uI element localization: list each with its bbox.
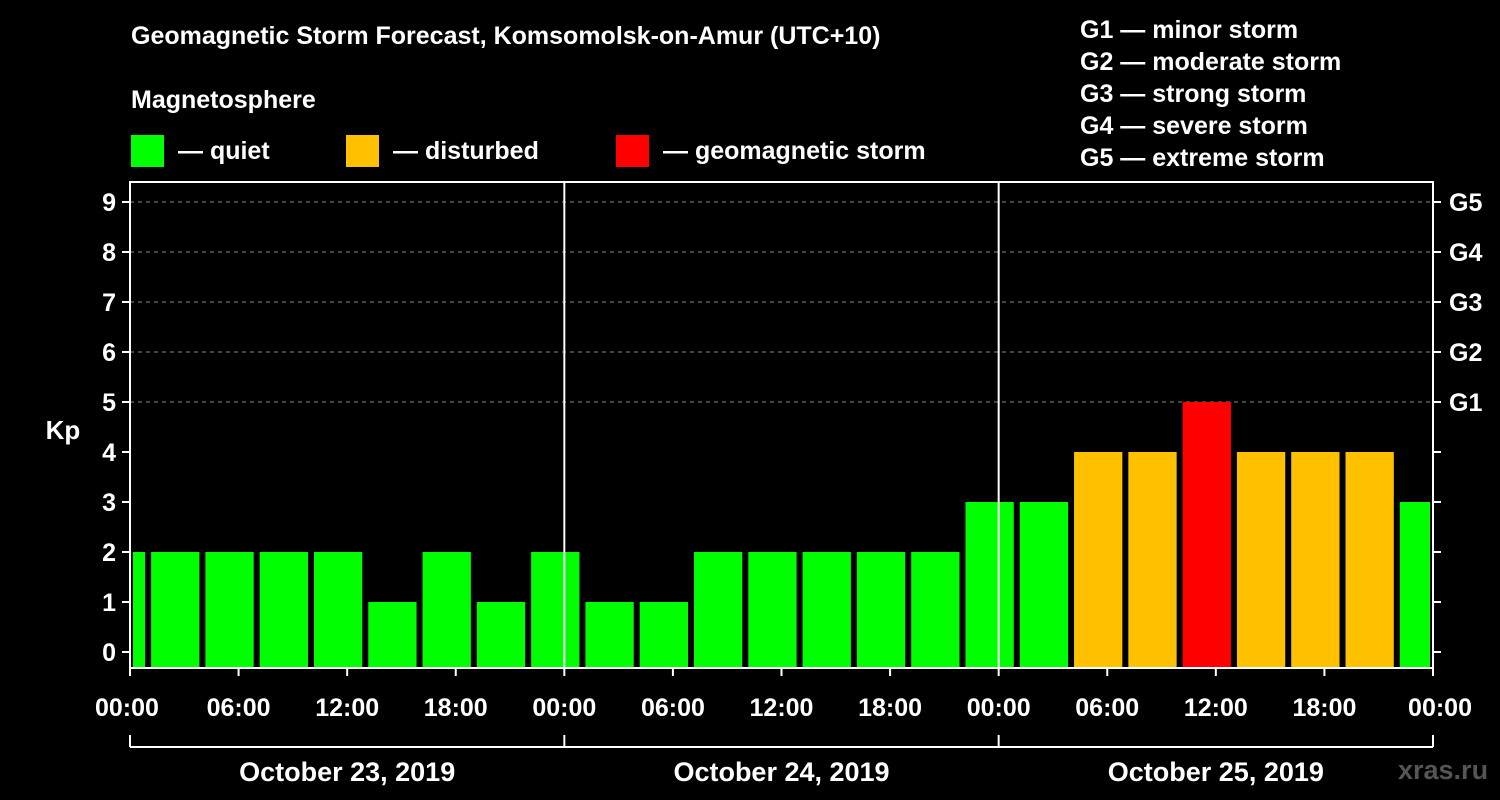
kp-bar (151, 552, 200, 668)
y-tick-label: 2 (102, 539, 116, 567)
y-tick-label: 3 (102, 489, 116, 517)
y-tick-label: 1 (102, 589, 116, 617)
x-tick-label: 18:00 (1292, 694, 1356, 722)
x-tick-label: 06:00 (1075, 694, 1139, 722)
kp-bar (1345, 452, 1394, 668)
y-tick-label: 4 (102, 439, 116, 467)
y-tick-label: 9 (102, 189, 116, 217)
g-scale-label: G4 (1449, 239, 1482, 267)
kp-bar (1236, 452, 1286, 668)
kp-bar (639, 602, 689, 668)
legend-item-quiet: — quiet (131, 135, 270, 167)
y-tick-label: 7 (102, 289, 116, 317)
g-legend-g3: G3 — strong storm (1080, 80, 1307, 108)
g-scale-label: G5 (1449, 189, 1482, 217)
x-tick-label: 12:00 (750, 694, 814, 722)
kp-bar (911, 552, 960, 668)
x-tick-label: 00:00 (532, 694, 596, 722)
x-tick-label: 18:00 (858, 694, 922, 722)
day-label: October 23, 2019 (239, 757, 455, 787)
kp-bar (802, 552, 851, 668)
x-tick-label: 00:00 (1408, 694, 1472, 722)
kp-bar (259, 552, 308, 668)
watermark: xras.ru (1398, 755, 1489, 785)
g-legend-g5: G5 — extreme storm (1080, 144, 1325, 172)
y-axis-label: Kp (46, 415, 81, 445)
kp-bar (856, 552, 906, 668)
legend-item-disturbed: — disturbed (346, 135, 539, 167)
kp-bar (1399, 502, 1430, 668)
kp-bar (422, 552, 471, 668)
kp-bar (476, 602, 526, 668)
legend-swatch-quiet (131, 135, 164, 167)
g-legend-g1: G1 — minor storm (1080, 16, 1299, 44)
legend-label-disturbed: — disturbed (393, 136, 539, 165)
legend-swatch-storm (616, 135, 649, 167)
legend-label-quiet: — quiet (178, 136, 270, 165)
g-scale-label: G3 (1449, 289, 1482, 317)
kp-bar (133, 552, 146, 668)
day-label: October 24, 2019 (673, 757, 889, 787)
kp-bar (531, 552, 580, 668)
y-tick-label: 0 (102, 639, 116, 667)
chart-title: Geomagnetic Storm Forecast, Komsomolsk-o… (131, 22, 881, 50)
legend-item-storm: — geomagnetic storm (616, 135, 926, 167)
x-tick-label: 00:00 (95, 694, 159, 722)
g-legend-g4: G4 — severe storm (1080, 112, 1308, 140)
kp-bar (1019, 502, 1069, 668)
kp-bar (1128, 452, 1177, 668)
x-tick-label: 12:00 (1184, 694, 1248, 722)
x-tick-label: 00:00 (967, 694, 1031, 722)
kp-bar (313, 552, 363, 668)
legend-label-storm: — geomagnetic storm (663, 136, 926, 165)
g-scale-label: G1 (1449, 389, 1482, 417)
kp-bar (694, 552, 743, 668)
kp-bar (1291, 452, 1340, 668)
kp-bar (585, 602, 634, 668)
day-label: October 25, 2019 (1108, 757, 1324, 787)
magnetosphere-label: Magnetosphere (131, 86, 316, 114)
legend-swatch-disturbed (346, 135, 379, 167)
g-legend-g2: G2 — moderate storm (1080, 48, 1342, 76)
g-scale-label: G2 (1449, 339, 1482, 367)
kp-bar (1074, 452, 1123, 668)
g-scale-legend: G1 — minor storm G2 — moderate storm G3 … (1080, 14, 1341, 174)
kp-bar (748, 552, 797, 668)
x-tick-label: 06:00 (641, 694, 705, 722)
y-tick-label: 5 (102, 389, 116, 417)
x-tick-label: 12:00 (315, 694, 379, 722)
x-tick-label: 18:00 (424, 694, 488, 722)
kp-bar (205, 552, 254, 668)
y-tick-label: 8 (102, 239, 116, 267)
y-tick-label: 6 (102, 339, 116, 367)
kp-bar (1182, 402, 1231, 668)
kp-bar (368, 602, 417, 668)
x-tick-label: 06:00 (207, 694, 271, 722)
kp-bar (965, 502, 1014, 668)
